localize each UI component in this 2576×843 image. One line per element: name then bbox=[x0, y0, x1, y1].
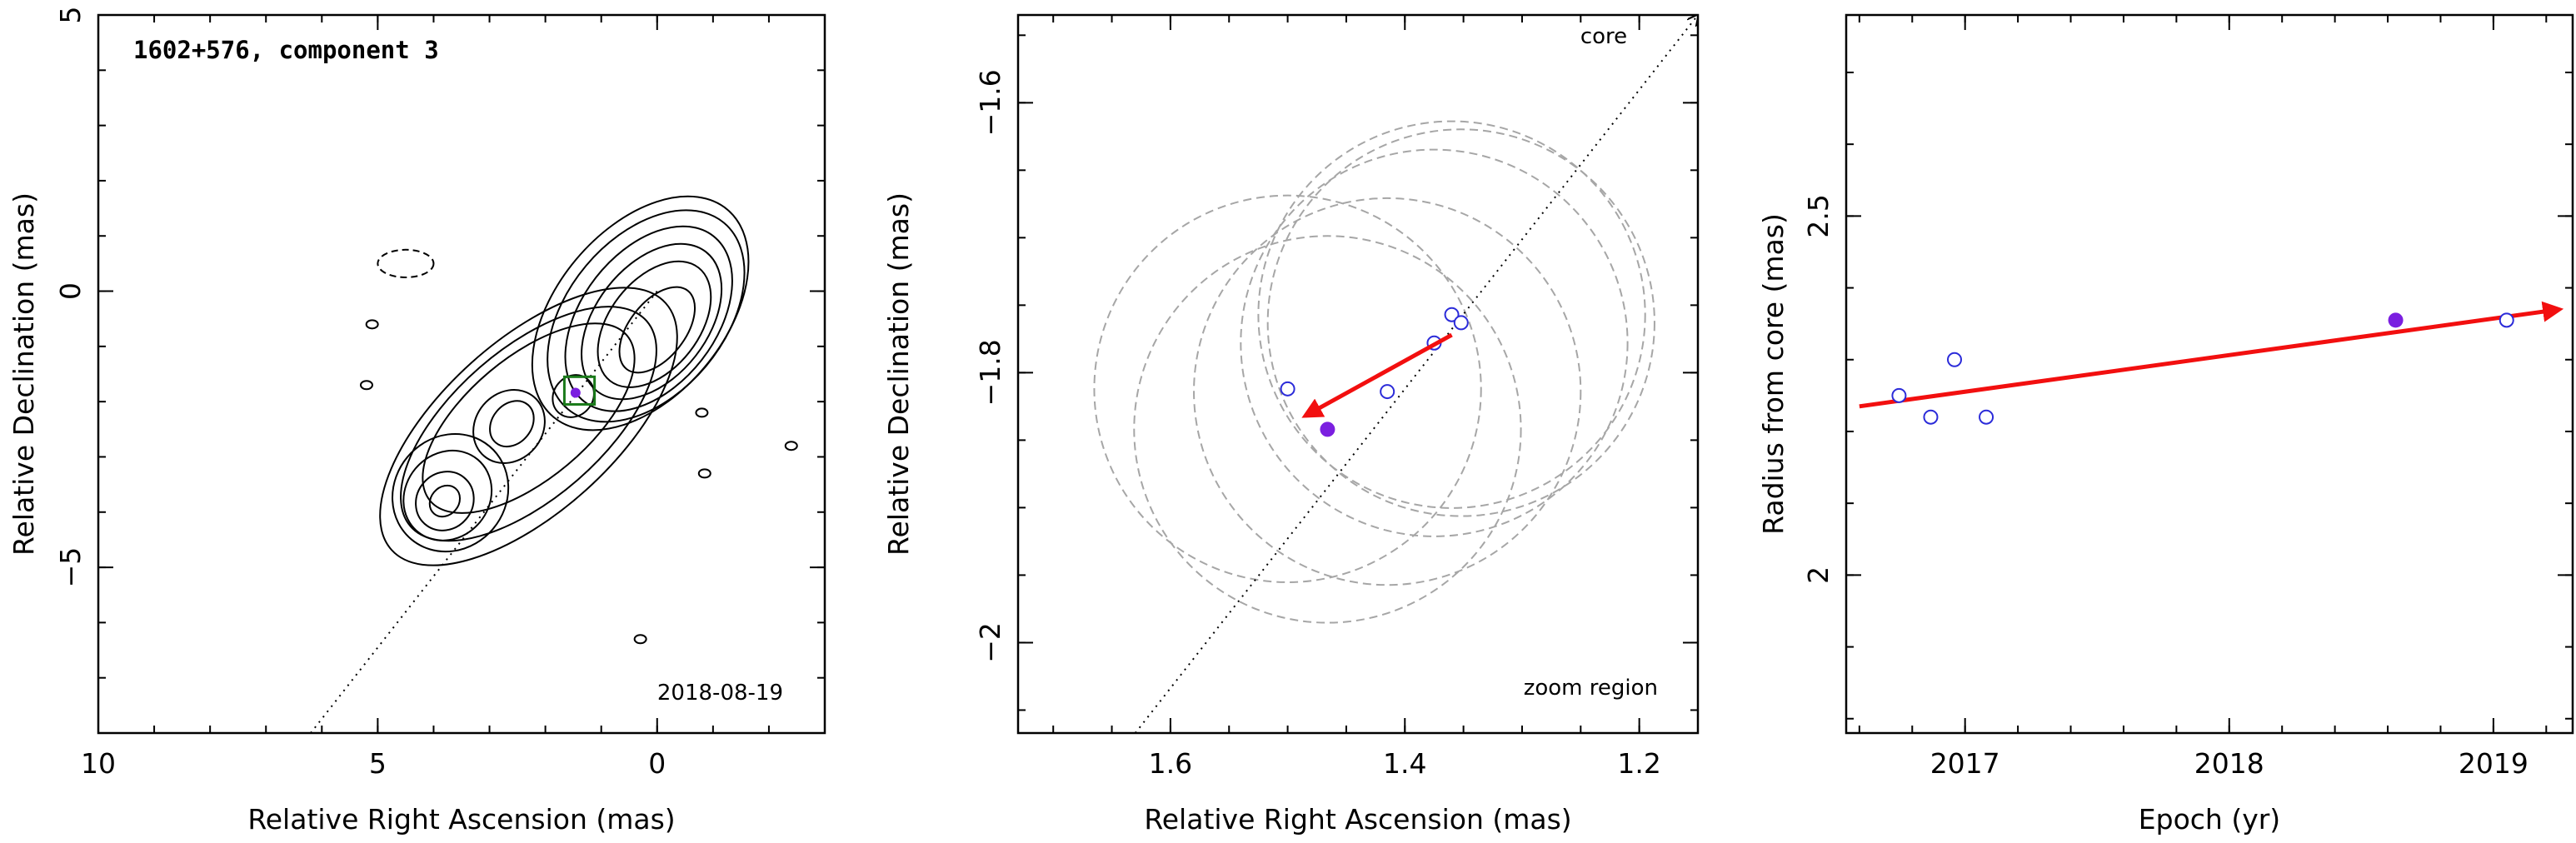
core-label: core bbox=[1580, 24, 1627, 49]
contour bbox=[422, 322, 636, 514]
error-circle bbox=[1093, 194, 1482, 583]
other-epoch-point bbox=[1380, 384, 1395, 400]
contour bbox=[400, 306, 657, 542]
contour bbox=[379, 287, 678, 566]
y-tick-label: −1.8 bbox=[974, 339, 1006, 406]
y-tick-label: 2 bbox=[1802, 566, 1835, 584]
noise-contour bbox=[633, 634, 647, 645]
contour bbox=[392, 432, 510, 553]
x-tick-label: 2019 bbox=[2459, 747, 2529, 780]
core-direction-line bbox=[1134, 15, 1698, 733]
axes: 2017 2018 2019 2 2.5 bbox=[1802, 15, 2573, 780]
other-epoch-point bbox=[1923, 409, 1939, 425]
contour bbox=[581, 242, 723, 401]
current-epoch-point bbox=[570, 387, 581, 398]
x-tick-label: 2017 bbox=[1930, 747, 2000, 780]
noise-contour bbox=[359, 380, 373, 391]
x-tick-label: 1.6 bbox=[1149, 747, 1192, 780]
noise-contour bbox=[365, 319, 379, 330]
y-tick-label: 0 bbox=[54, 282, 87, 300]
contour bbox=[428, 484, 462, 518]
contour bbox=[564, 225, 733, 412]
x-tick-label: 1.4 bbox=[1383, 747, 1426, 780]
error-circle bbox=[1240, 148, 1629, 537]
plot-area bbox=[1859, 301, 2564, 425]
error-circle bbox=[1193, 197, 1582, 586]
panel-zoom: 1.6 1.4 1.2 −1.6 −1.8 −2 core zoom region Rel… bbox=[882, 13, 1700, 836]
x-axis-label: Relative Right Ascension (mas) bbox=[1144, 803, 1571, 836]
negative-contour bbox=[377, 248, 435, 278]
x-axis-label: Epoch (yr) bbox=[2139, 803, 2280, 836]
panel-source-map: 10 5 0 −5 0 5 1602+576, component 3 2018-08-1… bbox=[7, 7, 826, 836]
other-epoch-point bbox=[1444, 307, 1460, 322]
y-axis-label: Relative Declination (mas) bbox=[7, 192, 40, 556]
y-tick-label: −5 bbox=[54, 547, 87, 588]
current-epoch-point bbox=[1320, 422, 1335, 437]
noise-contour bbox=[697, 468, 711, 479]
axes: 1.6 1.4 1.2 −1.6 −1.8 −2 bbox=[974, 15, 1699, 780]
other-epoch-point bbox=[1280, 381, 1295, 397]
plot-frame bbox=[1845, 13, 2574, 735]
noise-contour bbox=[695, 407, 709, 418]
x-tick-label: 1.2 bbox=[1617, 747, 1660, 780]
x-tick-label: 2018 bbox=[2194, 747, 2264, 780]
contour bbox=[547, 209, 746, 423]
x-tick-label: 5 bbox=[369, 747, 387, 780]
plot-frame bbox=[97, 13, 826, 735]
current-epoch-point bbox=[2388, 312, 2404, 328]
plot-area bbox=[310, 195, 798, 733]
contour bbox=[552, 374, 595, 418]
error-circle bbox=[1133, 235, 1522, 624]
chart-title: 1602+576, component 3 bbox=[133, 36, 439, 64]
y-axis-label: Radius from core (mas) bbox=[1757, 213, 1790, 535]
axes: 10 5 0 −5 0 5 bbox=[54, 7, 826, 780]
other-epoch-point bbox=[1947, 352, 1963, 367]
date-label: 2018-08-19 bbox=[657, 681, 783, 706]
other-epoch-point bbox=[1453, 315, 1469, 331]
zoom-region-label: zoom region bbox=[1524, 676, 1658, 701]
other-epoch-point bbox=[1891, 387, 1907, 403]
motion-vector bbox=[1301, 332, 1453, 418]
jet-direction-line bbox=[310, 290, 658, 733]
panel-radius-epoch: 2017 2018 2019 2 2.5 Epoch (yr) Radius from … bbox=[1757, 13, 2574, 836]
error-circle bbox=[1257, 120, 1646, 509]
contour bbox=[402, 449, 493, 541]
contour bbox=[597, 260, 712, 388]
other-epoch-point bbox=[2499, 312, 2514, 328]
x-axis-label: Relative Right Ascension (mas) bbox=[247, 803, 675, 836]
y-axis-label: Relative Declination (mas) bbox=[882, 192, 915, 556]
contour bbox=[472, 389, 546, 464]
contour bbox=[531, 195, 750, 431]
plot-frame bbox=[1016, 13, 1700, 735]
y-tick-label: −2 bbox=[974, 622, 1006, 663]
y-tick-label: 2.5 bbox=[1802, 194, 1835, 237]
plot-area bbox=[1093, 15, 1698, 733]
error-circle bbox=[1266, 128, 1655, 517]
y-tick-label: −1.6 bbox=[974, 69, 1006, 136]
y-tick-label: 5 bbox=[54, 7, 87, 24]
contour bbox=[489, 400, 535, 448]
zoom-region-box bbox=[562, 375, 597, 406]
x-tick-label: 10 bbox=[81, 747, 116, 780]
other-epoch-point bbox=[1979, 409, 1994, 425]
x-tick-label: 0 bbox=[648, 747, 666, 780]
radius-trend-vector bbox=[1859, 301, 2564, 409]
noise-contour bbox=[784, 441, 798, 451]
